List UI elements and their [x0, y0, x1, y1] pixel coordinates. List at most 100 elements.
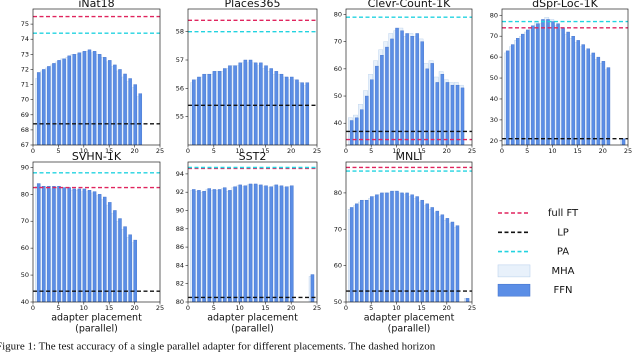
- axes-frame: [501, 8, 629, 146]
- ffn-bar: [52, 63, 56, 145]
- ffn-bar: [133, 239, 137, 302]
- ffn-bar: [290, 76, 294, 145]
- ffn-bar: [450, 84, 455, 145]
- ffn-bar: [103, 196, 107, 302]
- ffn-bar: [192, 79, 196, 145]
- ffn-bar: [395, 27, 399, 145]
- ffn-bar: [510, 44, 515, 145]
- ffn-bar: [415, 196, 419, 302]
- x-tick-label: 0: [186, 147, 190, 155]
- ffn-bar: [274, 71, 279, 145]
- y-tick-label: 50: [490, 74, 498, 82]
- y-tick-label: 60: [490, 53, 498, 61]
- legend-label: LP: [557, 227, 569, 238]
- ffn-bar: [259, 184, 263, 302]
- ffn-bar: [128, 78, 132, 145]
- x-tick-label: 5: [212, 304, 216, 312]
- chart-title: Places365: [225, 0, 281, 10]
- ffn-bar: [566, 31, 570, 145]
- x-tick-label: 0: [344, 147, 348, 155]
- y-tick-label: 20: [490, 137, 498, 145]
- y-tick-label: 57: [176, 56, 184, 64]
- y-tick-label: 60: [334, 65, 342, 73]
- ffn-bar: [264, 185, 268, 302]
- x-tick-label: 20: [599, 147, 607, 155]
- ffn-bar: [556, 23, 560, 145]
- y-tick-label: 72: [21, 65, 29, 73]
- ffn-bar: [370, 79, 374, 145]
- y-tick-label: 90: [176, 206, 184, 214]
- ffn-bar: [87, 49, 92, 145]
- ffn-bar: [238, 184, 242, 302]
- y-tick-label: 70: [21, 96, 29, 104]
- x-axis-label: adapter placement: [51, 313, 142, 324]
- ffn-bar: [430, 207, 434, 302]
- ffn-bar: [222, 68, 227, 145]
- x-tick-label: 20: [443, 304, 451, 312]
- ffn-bar: [207, 188, 212, 302]
- legend-swatch: [497, 264, 531, 278]
- x-tick-label: 5: [369, 304, 373, 312]
- x-tick-label: 15: [105, 304, 113, 312]
- chart-title: SST2: [239, 150, 267, 163]
- ffn-bar: [395, 190, 399, 302]
- y-tick-label: 50: [21, 271, 29, 279]
- ffn-bar: [123, 226, 127, 302]
- ffn-bar: [596, 56, 601, 145]
- axes-frame: [187, 161, 318, 303]
- y-tick-label: 94: [176, 170, 184, 178]
- y-tick-label: 80: [490, 11, 498, 19]
- y-tick-label: 70: [334, 225, 342, 233]
- ffn-bar: [375, 194, 379, 302]
- x-tick-label: 25: [624, 147, 632, 155]
- ffn-bar: [526, 29, 530, 145]
- ffn-bar: [108, 202, 112, 302]
- ffn-bar: [380, 55, 384, 145]
- ffn-bar: [354, 203, 359, 302]
- ffn-bar: [118, 69, 122, 145]
- x-tick-label: 5: [56, 147, 60, 155]
- y-tick-label: 71: [21, 81, 29, 89]
- y-tick-label: 69: [21, 111, 29, 119]
- ffn-bar: [72, 54, 76, 145]
- ffn-bar: [248, 59, 253, 145]
- ffn-bar: [455, 225, 460, 302]
- y-tick-label: 50: [334, 298, 342, 306]
- ffn-bar: [52, 186, 56, 302]
- ffn-bar: [360, 109, 364, 145]
- legend-swatch: [497, 283, 531, 297]
- y-tick-label: 70: [334, 38, 342, 46]
- ffn-bar: [217, 71, 222, 145]
- x-tick-label: 25: [468, 147, 476, 155]
- ffn-bar: [92, 191, 97, 302]
- x-tick-label: 5: [369, 147, 373, 155]
- ffn-bar: [197, 76, 201, 145]
- ffn-bar: [541, 19, 545, 145]
- x-tick-label: 10: [80, 304, 88, 312]
- x-tick-label: 20: [287, 304, 295, 312]
- y-tick-label: 82: [176, 280, 184, 288]
- ffn-bar: [591, 52, 596, 145]
- x-tick-label: 15: [417, 147, 425, 155]
- ffn-bar: [505, 50, 510, 145]
- x-tick-label: 0: [500, 147, 504, 155]
- y-tick-label: 58: [176, 28, 184, 36]
- x-tick-label: 10: [235, 147, 243, 155]
- x-axis-label: (parallel): [231, 324, 274, 335]
- x-tick-label: 15: [417, 304, 425, 312]
- ffn-bar: [67, 187, 71, 302]
- ffn-bar: [300, 82, 304, 145]
- plot-area: [346, 166, 472, 302]
- y-tick-label: 80: [334, 189, 342, 197]
- axes-frame: [187, 8, 318, 146]
- ffn-bar: [290, 185, 294, 302]
- ffn-bar: [97, 54, 102, 145]
- legend-label: MHA: [552, 266, 575, 277]
- ffn-bar: [430, 63, 434, 145]
- ffn-bar: [360, 199, 364, 302]
- y-tick-label: 73: [21, 50, 29, 58]
- ffn-bar: [420, 41, 424, 145]
- ffn-bar: [516, 38, 520, 145]
- legend-label: PA: [557, 247, 569, 258]
